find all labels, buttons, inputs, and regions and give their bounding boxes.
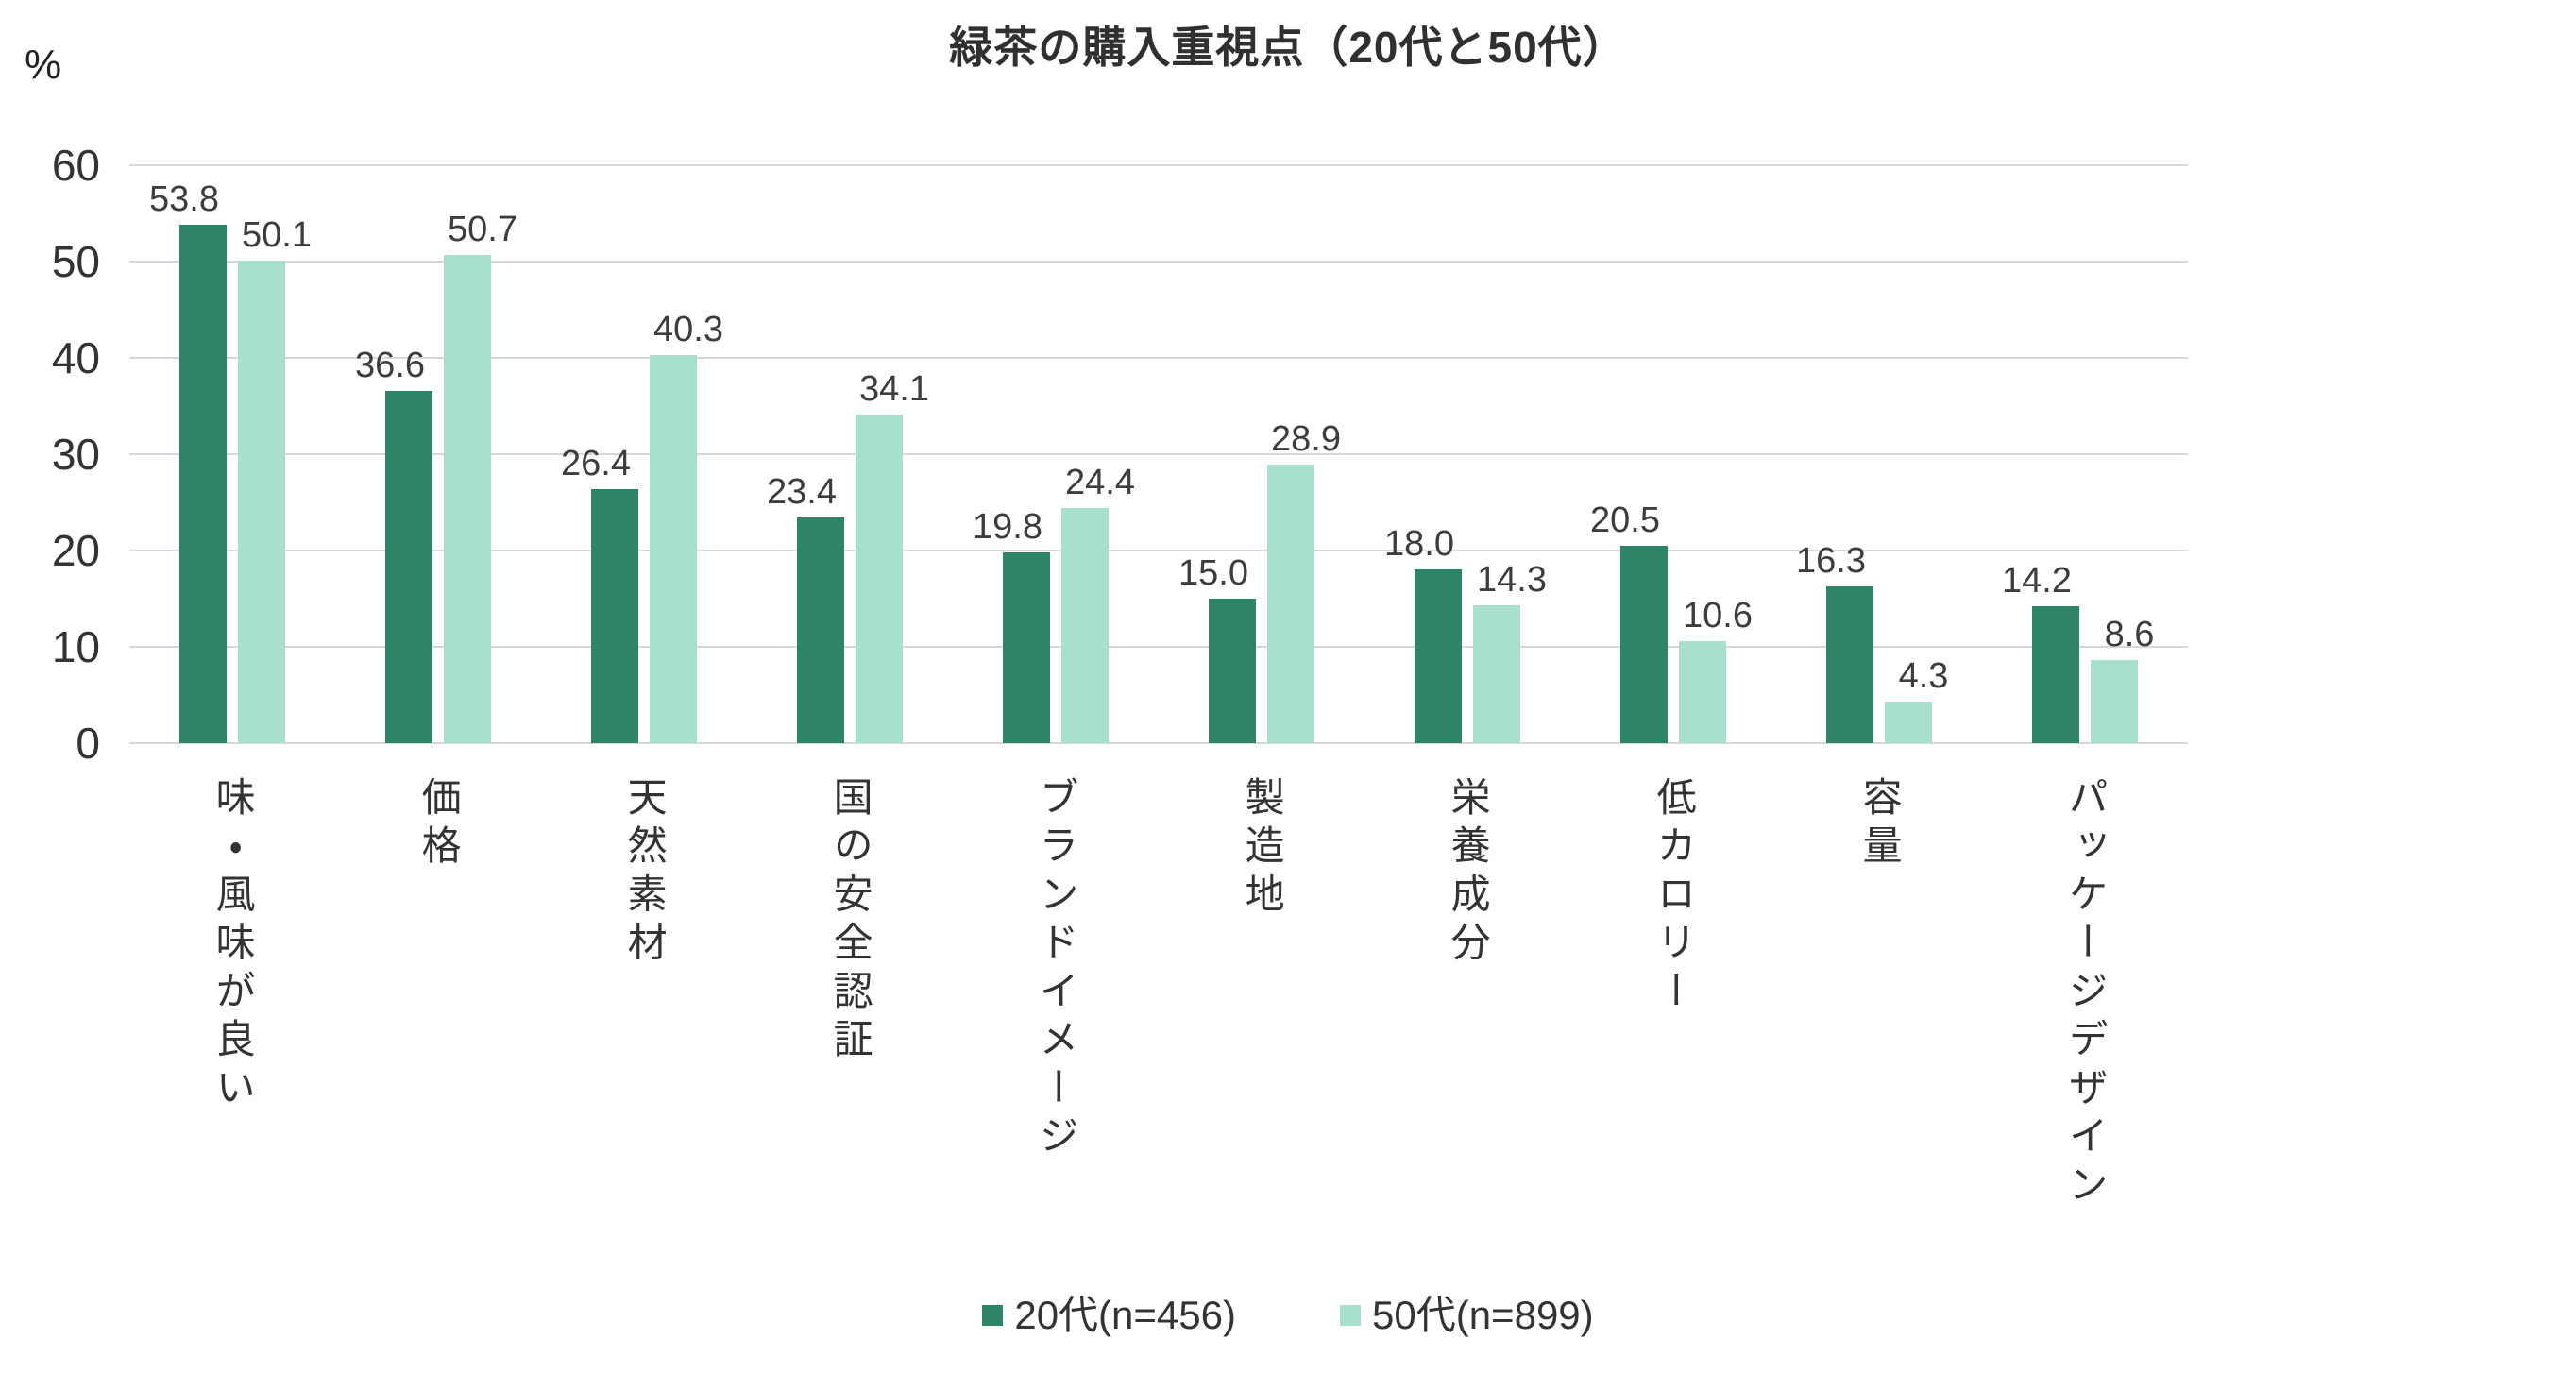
x-label-cell: 味・風味が良い bbox=[129, 776, 335, 1212]
bar-series-1: 8.6 bbox=[2091, 617, 2154, 743]
legend-item-series-1: 50代(n=899) bbox=[1340, 1296, 1594, 1335]
gridline bbox=[129, 453, 2188, 455]
bar-value-label: 10.6 bbox=[1683, 595, 1753, 636]
bar-value-label: 40.3 bbox=[653, 309, 723, 349]
y-tick-label: 40 bbox=[51, 333, 100, 382]
bar-value-label: 19.8 bbox=[973, 507, 1042, 548]
bar-value-label: 50.7 bbox=[448, 209, 517, 249]
bar-group: 53.8 50.1 bbox=[129, 165, 335, 743]
gridline bbox=[129, 164, 2188, 166]
bar-value-label: 14.2 bbox=[2002, 561, 2072, 602]
bar-series-1: 10.6 bbox=[1679, 598, 1753, 743]
x-category-label: 容量 bbox=[1857, 776, 1903, 873]
bar-value-label: 24.4 bbox=[1065, 463, 1135, 503]
x-label-cell: 天然素材 bbox=[541, 776, 747, 1212]
bar-group: 26.4 40.3 bbox=[541, 165, 747, 743]
bar-value-label: 14.3 bbox=[1477, 560, 1547, 601]
bar-group: 18.0 14.3 bbox=[1364, 165, 1570, 743]
bar-group: 36.6 50.7 bbox=[335, 165, 541, 743]
x-category-label: 天然素材 bbox=[622, 776, 668, 970]
x-category-label: 価格 bbox=[416, 776, 462, 873]
y-axis-unit-label: % bbox=[25, 42, 62, 88]
legend-swatch-icon bbox=[982, 1305, 1004, 1326]
y-tick-label: 20 bbox=[51, 526, 100, 575]
y-tick-label: 50 bbox=[51, 237, 100, 286]
bar-value-label: 34.1 bbox=[859, 369, 929, 410]
bar-series-1: 14.3 bbox=[1473, 562, 1547, 743]
x-label-cell: パッケージデザイン bbox=[1982, 776, 2188, 1212]
bar-series-0: 19.8 bbox=[973, 509, 1050, 743]
bar-series-0: 18.0 bbox=[1384, 526, 1462, 743]
y-tick-label: 0 bbox=[76, 719, 100, 768]
bar-series-0: 16.3 bbox=[1796, 543, 1873, 743]
bar-value-label: 18.0 bbox=[1384, 524, 1454, 565]
bar-value-label: 26.4 bbox=[561, 443, 631, 483]
x-label-cell: 国の安全認証 bbox=[747, 776, 953, 1212]
bar-value-label: 15.0 bbox=[1178, 553, 1248, 593]
gridline bbox=[129, 550, 2188, 551]
bar-value-label: 8.6 bbox=[2104, 615, 2155, 655]
bar-group: 14.2 8.6 bbox=[1982, 165, 2188, 743]
bar-value-label: 16.3 bbox=[1796, 540, 1866, 581]
bar-series-1: 40.3 bbox=[650, 312, 723, 743]
legend-swatch-icon bbox=[1340, 1305, 1361, 1326]
gridline bbox=[129, 742, 2188, 744]
x-axis-category-labels: 味・風味が良い 価格 天然素材 国の安全認証 ブランドイメージ 製造地 栄養成分 低カロリー 容… bbox=[129, 776, 2188, 1212]
bar-value-label: 28.9 bbox=[1271, 419, 1341, 460]
y-tick-label: 60 bbox=[51, 141, 100, 190]
gridline bbox=[129, 357, 2188, 359]
bar-series-1: 50.7 bbox=[444, 212, 517, 743]
bar-group: 23.4 34.1 bbox=[747, 165, 953, 743]
x-label-cell: 価格 bbox=[335, 776, 541, 1212]
bar-series-0: 26.4 bbox=[561, 446, 638, 743]
x-label-cell: 栄養成分 bbox=[1364, 776, 1570, 1212]
chart-title: 緑茶の購入重視点（20代と50代） bbox=[949, 23, 1627, 72]
bar-value-label: 23.4 bbox=[767, 472, 837, 513]
x-category-label: ブランドイメージ bbox=[1034, 776, 1079, 1163]
gridline bbox=[129, 261, 2188, 263]
plot-area: 53.8 50.1 36.6 50.7 26.4 40.3 23.4 34.1 19.8 24.4… bbox=[129, 164, 2188, 744]
bar-groups: 53.8 50.1 36.6 50.7 26.4 40.3 23.4 34.1 19.8 24.4… bbox=[129, 165, 2188, 743]
legend-label: 50代(n=899) bbox=[1372, 1293, 1594, 1337]
bar-group: 16.3 4.3 bbox=[1776, 165, 1982, 743]
x-category-label: 製造地 bbox=[1240, 776, 1285, 922]
bar-series-1: 34.1 bbox=[856, 371, 929, 743]
x-category-label: 味・風味が良い bbox=[211, 776, 256, 1115]
x-category-label: 栄養成分 bbox=[1446, 776, 1491, 970]
bar-series-0: 15.0 bbox=[1178, 555, 1256, 743]
bar-series-1: 24.4 bbox=[1061, 465, 1135, 743]
bar-group: 15.0 28.9 bbox=[1159, 165, 1364, 743]
legend-item-series-0: 20代(n=456) bbox=[982, 1296, 1236, 1335]
bar-series-0: 53.8 bbox=[149, 181, 227, 743]
y-axis: 0 10 20 30 40 50 60 bbox=[0, 144, 100, 765]
bar-series-1: 28.9 bbox=[1267, 421, 1341, 743]
bar-value-label: 36.6 bbox=[355, 345, 425, 385]
bar-series-0: 23.4 bbox=[767, 474, 844, 743]
y-tick-label: 10 bbox=[51, 622, 100, 671]
x-category-label: 国の安全認証 bbox=[828, 776, 873, 1067]
x-category-label: パッケージデザイン bbox=[2063, 776, 2109, 1212]
bar-series-1: 50.1 bbox=[238, 217, 312, 743]
legend-label: 20代(n=456) bbox=[1014, 1293, 1236, 1337]
bar-value-label: 4.3 bbox=[1898, 656, 1949, 697]
bar-value-label: 50.1 bbox=[242, 214, 312, 255]
bar-series-0: 14.2 bbox=[2002, 563, 2079, 743]
x-label-cell: ブランドイメージ bbox=[953, 776, 1159, 1212]
legend: 20代(n=456) 50代(n=899) bbox=[0, 1296, 2576, 1335]
bar-group: 19.8 24.4 bbox=[953, 165, 1159, 743]
y-tick-label: 30 bbox=[51, 430, 100, 479]
x-label-cell: 低カロリー bbox=[1570, 776, 1776, 1212]
x-label-cell: 製造地 bbox=[1159, 776, 1364, 1212]
bar-value-label: 53.8 bbox=[149, 179, 219, 220]
bar-series-0: 20.5 bbox=[1590, 502, 1668, 743]
bar-series-1: 4.3 bbox=[1885, 658, 1948, 743]
x-category-label: 低カロリー bbox=[1652, 776, 1697, 1019]
x-label-cell: 容量 bbox=[1776, 776, 1982, 1212]
gridline bbox=[129, 646, 2188, 648]
bar-series-0: 36.6 bbox=[355, 348, 432, 743]
bar-value-label: 20.5 bbox=[1590, 500, 1660, 540]
bar-group: 20.5 10.6 bbox=[1570, 165, 1776, 743]
